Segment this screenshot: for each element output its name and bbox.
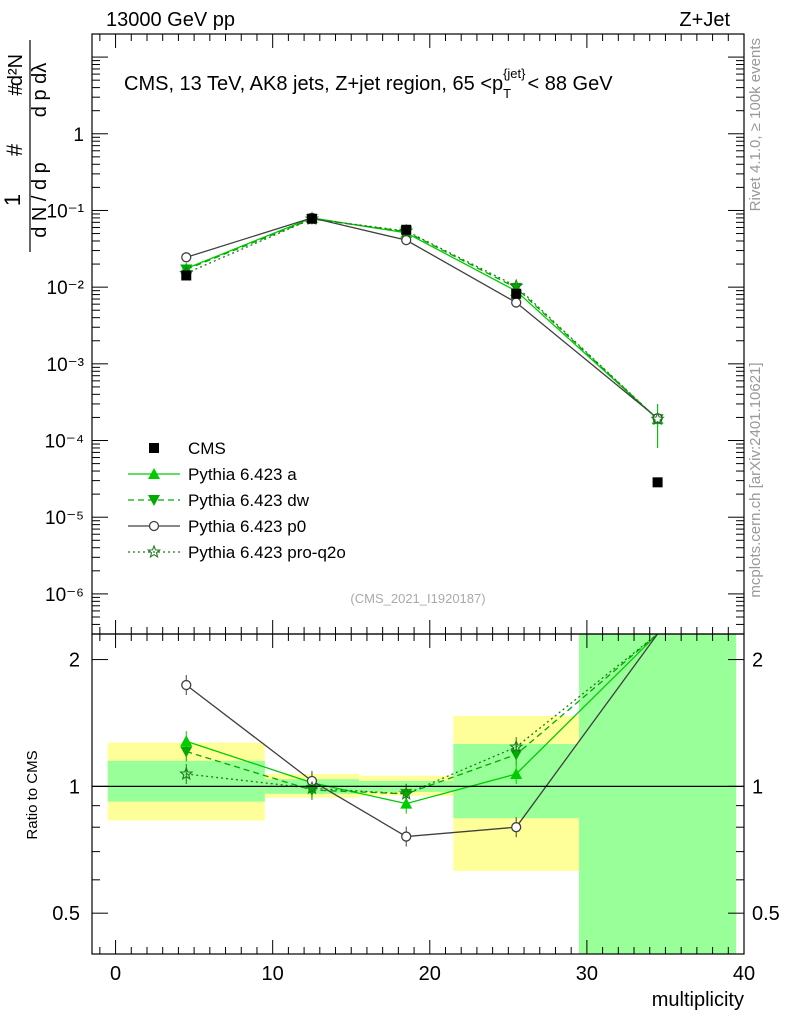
chart-title: CMS, 13 TeV, AK8 jets, Z+jet region, 65 … bbox=[124, 66, 613, 101]
legend-marker bbox=[146, 544, 162, 559]
bottom-plot-frame bbox=[91, 633, 745, 955]
ratio-tick-label-right: 0.5 bbox=[752, 903, 780, 925]
y-tick-label: 10⁻⁶ bbox=[45, 585, 84, 606]
ratio-point-4 bbox=[179, 766, 194, 781]
ratio-tick-label: 1 bbox=[69, 776, 80, 798]
cms-data-point bbox=[306, 213, 317, 224]
legend-label: CMS bbox=[188, 439, 226, 458]
top-point-3 bbox=[181, 252, 192, 263]
legend-marker bbox=[148, 468, 160, 479]
ratio-tick-label: 0.5 bbox=[52, 903, 80, 925]
svg-text:CMS, 13 TeV, AK8 jets, Z+jet r: CMS, 13 TeV, AK8 jets, Z+jet region, 65 … bbox=[124, 66, 613, 101]
y-tick-label: 10⁻⁴ bbox=[45, 432, 84, 453]
ratio-tick-label: 2 bbox=[69, 650, 80, 672]
plot-frames bbox=[91, 33, 745, 955]
ratio-point-1 bbox=[510, 767, 523, 779]
ratio-point-2 bbox=[510, 749, 523, 761]
cms-data-point bbox=[652, 477, 663, 488]
x-tick-label: 0 bbox=[110, 963, 121, 985]
y-tick-label: 10⁻² bbox=[47, 278, 85, 299]
ratio-tick-label-right: 2 bbox=[752, 650, 763, 672]
x-tick-label: 10 bbox=[262, 963, 284, 985]
ratio-tick-label-right: 1 bbox=[752, 776, 763, 798]
legend-label: Pythia 6.423 p0 bbox=[188, 517, 306, 536]
band-green-4 bbox=[579, 634, 737, 954]
ratio-point-1 bbox=[180, 735, 193, 747]
y-tick-label: 10⁻³ bbox=[47, 355, 85, 376]
x-tick-label: 40 bbox=[733, 963, 755, 985]
header-left: 13000 GeV pp bbox=[106, 9, 235, 31]
series-markers bbox=[179, 211, 665, 842]
ylabel-part: d N / d p bbox=[29, 162, 51, 238]
legend-label: Pythia 6.423 pro-q2o bbox=[188, 543, 346, 562]
top-point-3 bbox=[401, 235, 412, 246]
cms-data-point bbox=[181, 270, 192, 281]
ylabel-part: 1 bbox=[0, 194, 25, 206]
top-series-line-3 bbox=[186, 217, 659, 419]
top-point-3 bbox=[511, 297, 522, 308]
top-point-2 bbox=[180, 264, 193, 276]
ratio-point-4 bbox=[399, 786, 414, 800]
rivet-label: Rivet 4.1.0, ≥ 100k events bbox=[747, 38, 764, 211]
cms-data-point bbox=[511, 288, 522, 299]
legend-marker bbox=[148, 520, 160, 532]
watermark: (CMS_2021_I1920187) bbox=[350, 591, 485, 606]
y-axis-label-bottom: Ratio to CMS bbox=[24, 750, 41, 839]
ratio-point-2 bbox=[180, 746, 193, 758]
cms-data-point bbox=[401, 224, 412, 235]
ratio-point-3 bbox=[401, 831, 412, 842]
x-axis-label: multiplicity bbox=[652, 989, 744, 1011]
legend-label: Pythia 6.423 dw bbox=[188, 491, 310, 510]
ratio-point-1 bbox=[400, 797, 413, 809]
x-tick-label: 20 bbox=[419, 963, 441, 985]
y-tick-label: 10⁻⁵ bbox=[45, 508, 84, 529]
ylabel-part: d²N bbox=[5, 54, 27, 86]
axis-ticks: 0 10 20 30 40 10⁻⁶ 10⁻⁵ 10⁻⁴ 10⁻³ 10⁻² 10⁻¹ 1 0.5 0.5… bbox=[45, 33, 780, 985]
legend-marker bbox=[149, 443, 159, 453]
y-tick-label: 1 bbox=[73, 125, 84, 146]
top-series-line-1 bbox=[186, 217, 659, 420]
ylabel-part: # bbox=[2, 143, 27, 156]
top-point-4 bbox=[650, 411, 665, 426]
ylabel-part: # bbox=[5, 84, 27, 96]
ratio-point-4 bbox=[509, 739, 524, 754]
ratio-point-3 bbox=[511, 822, 522, 833]
legend: CMS Pythia 6.423 a Pythia 6.423 dw Pythia 6… bbox=[128, 439, 346, 562]
y-tick-label: 10⁻¹ bbox=[47, 201, 85, 222]
mcplots-label: mcplots.cern.ch [arXiv:2401.10621] bbox=[747, 362, 764, 597]
legend-label: Pythia 6.423 a bbox=[188, 465, 297, 484]
ylabel-part: d p dλ bbox=[29, 63, 51, 117]
header-right: Z+Jet bbox=[679, 9, 730, 31]
legend-marker bbox=[148, 495, 160, 506]
ratio-point-3 bbox=[181, 679, 192, 691]
x-tick-label: 30 bbox=[576, 963, 598, 985]
ratio-bands bbox=[107, 634, 737, 954]
